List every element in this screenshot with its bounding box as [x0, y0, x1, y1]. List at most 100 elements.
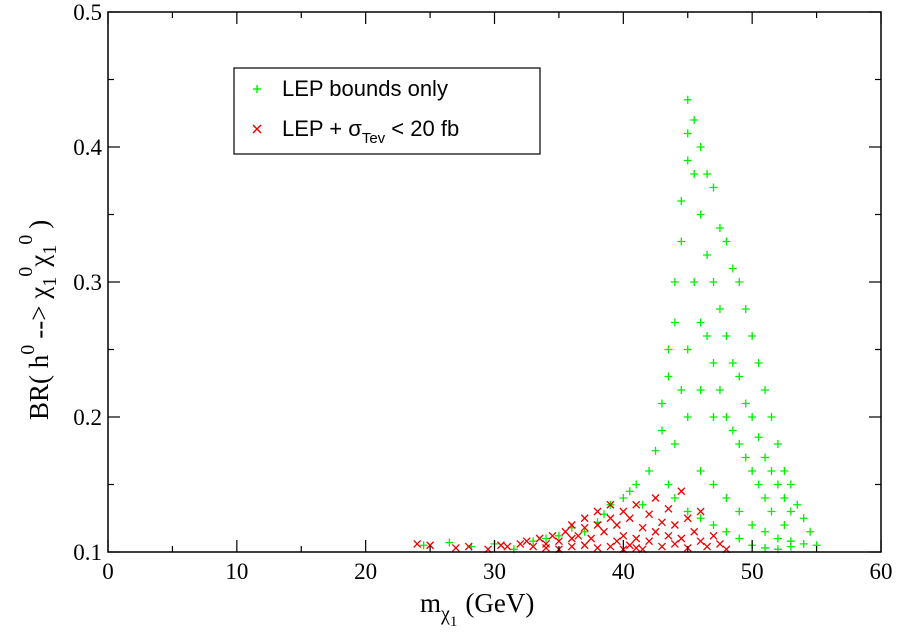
scatter-point-plus: [748, 332, 757, 340]
scatter-point-plus: [722, 413, 731, 421]
y-tick-label: 0.1: [73, 540, 102, 565]
scatter-point-cross: [567, 534, 576, 543]
scatter-point-plus: [657, 426, 666, 435]
legend-label-lep-sigma-sub: Tev: [362, 130, 386, 147]
x-axis-title-subsub: 1: [450, 614, 458, 630]
scatter-point-plus: [786, 542, 795, 551]
scatter-point-plus: [728, 264, 737, 273]
y-axis-title-chi2: χ: [24, 255, 54, 268]
scatter-point-cross: [638, 523, 647, 532]
scatter-point-plus: [670, 278, 679, 286]
scatter-point-cross: [696, 537, 705, 546]
scatter-point-plus: [651, 446, 660, 455]
y-axis-title-sup2: 0: [15, 267, 37, 277]
scatter-point-plus: [696, 514, 705, 523]
scatter-point-plus: [786, 480, 795, 489]
scatter-point-plus: [754, 433, 763, 442]
scatter-point-cross: [529, 542, 538, 551]
y-axis-title-close: ): [24, 220, 54, 229]
scatter-point-plus: [683, 129, 692, 138]
scatter-point-cross: [619, 531, 628, 540]
scatter-point-plus: [657, 399, 666, 408]
legend-marker-red: [252, 124, 262, 134]
scatter-point-cross: [632, 500, 641, 509]
legend-label-lep-bounds-only: LEP bounds only: [282, 76, 448, 101]
scatter-point-plus: [690, 278, 699, 286]
scatter-point-plus: [683, 156, 692, 165]
scatter-point-plus: [709, 183, 718, 192]
scatter-point-cross: [696, 507, 705, 516]
scatter-point-plus: [677, 386, 686, 394]
scatter-point-plus: [735, 440, 744, 448]
scatter-point-plus: [683, 507, 692, 516]
scatter-point-plus: [728, 359, 737, 367]
scatter-point-plus: [748, 413, 757, 421]
scatter-point-cross: [670, 521, 679, 529]
scatter-point-plus: [722, 237, 731, 246]
scatter-point-cross: [503, 542, 512, 551]
legend: LEP bounds only LEP + σTev < 20 fb: [233, 67, 541, 155]
scatter-point-plus: [748, 467, 757, 475]
scatter-point-cross: [561, 527, 570, 536]
scatter-point-plus: [670, 318, 679, 327]
scatter-point-cross: [651, 494, 660, 502]
scatter-point-plus: [741, 399, 750, 408]
scatter-point-plus: [715, 305, 724, 313]
scatter-point-plus: [761, 543, 770, 552]
legend-label-lep-sigma: LEP + σTev < 20 fb: [282, 116, 459, 147]
x-tick-label: 60: [870, 559, 893, 584]
x-axis-title-unit: (GeV): [465, 588, 534, 618]
scatter-point-cross: [600, 527, 608, 536]
scatter-point-plus: [735, 278, 744, 286]
scatter-point-cross: [574, 531, 583, 540]
scatter-point-cross: [612, 521, 621, 529]
scatter-point-plus: [445, 538, 454, 547]
scatter-point-cross: [606, 500, 615, 509]
scatter-point-plus: [600, 510, 609, 519]
scatter-point-cross: [580, 523, 589, 532]
y-axis-title-arrow: --> χ: [24, 287, 54, 339]
scatter-point-cross: [426, 541, 435, 550]
scatter-point-cross: [567, 542, 576, 551]
y-tick-label: 0.5: [73, 0, 102, 25]
scatter-point-plus: [696, 210, 705, 219]
scatter-point-cross: [664, 531, 673, 540]
scatter-point-plus: [696, 386, 705, 394]
scatter-point-plus: [709, 480, 718, 489]
x-axis-title-sub: χ: [440, 603, 450, 625]
scatter-point-plus: [793, 500, 802, 509]
tick-labels: 0 10 20 30 40 50 60 0.1 0.2 0.3 0.4 0.5: [73, 0, 892, 584]
scatter-point-cross: [645, 537, 654, 546]
scatter-point-plus: [767, 507, 776, 516]
scatter-point-cross: [632, 543, 641, 552]
scatter-point-cross: [593, 521, 602, 529]
series-lep-sigma-tev: [413, 487, 731, 554]
scatter-point-plus: [542, 534, 551, 543]
scatter-point-cross: [619, 507, 628, 516]
scatter-point-cross: [690, 527, 699, 536]
scatter-point-plus: [773, 534, 782, 543]
scatter-point-cross: [709, 531, 718, 540]
scatter-point-plus: [580, 527, 589, 536]
scatter-point-plus: [638, 500, 647, 509]
y-axis-title-sub2: 1: [39, 245, 61, 255]
scatter-point-plus: [703, 332, 712, 340]
scatter-point-plus: [780, 467, 789, 475]
y-axis-title-br: BR( h: [24, 354, 54, 420]
scatter-point-plus: [683, 345, 692, 354]
series-lep-bounds-only: [419, 95, 821, 554]
y-tick-label: 0.3: [73, 270, 102, 295]
scatter-point-cross: [464, 542, 473, 551]
y-tick-label: 0.2: [73, 405, 102, 430]
scatter-point-plus: [754, 359, 763, 367]
scatter-point-plus: [690, 116, 699, 124]
scatter-point-plus: [709, 413, 718, 421]
scatter-point-plus: [722, 527, 731, 536]
scatter-point-plus: [625, 487, 634, 496]
scatter-point-plus: [773, 480, 782, 489]
scatter-point-plus: [703, 251, 712, 259]
scatter-point-plus: [703, 170, 712, 178]
scatter-point-plus: [696, 143, 705, 151]
scatter-point-cross: [554, 537, 563, 546]
